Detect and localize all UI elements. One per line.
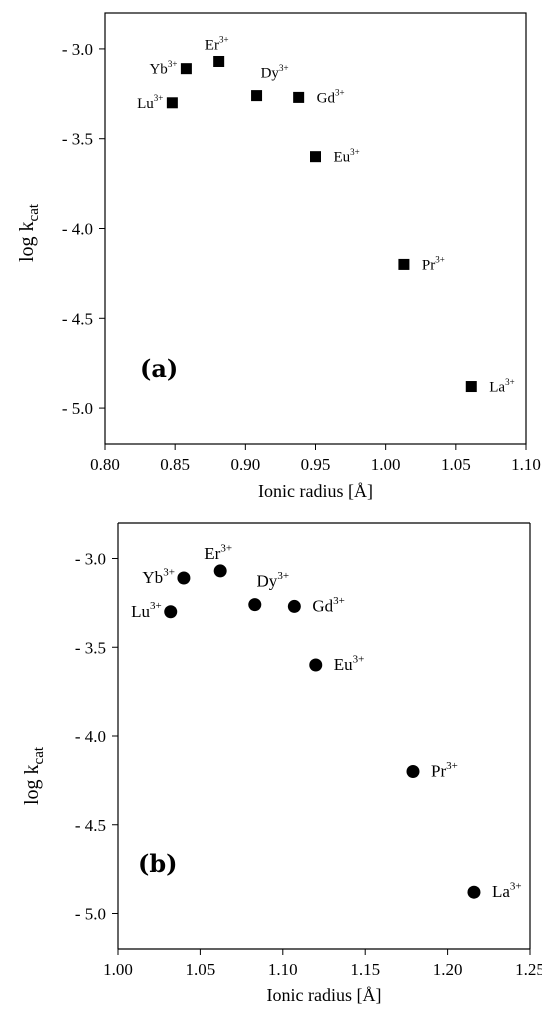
panel-label-a: (a)	[140, 354, 178, 383]
y-tick-label: - 5.0	[75, 905, 106, 924]
y-tick-label: - 4.0	[75, 727, 106, 746]
point-label-eu: Eu3+	[334, 147, 360, 166]
point-label-la: La3+	[489, 377, 514, 396]
point-label-er: Er3+	[205, 35, 229, 54]
data-point-eu	[310, 151, 321, 163]
chart-panel-a: 0.80 0.85 0.90 0.95 1.00 1.05 1.10 - 3.0 - 3.5 - …	[16, 12, 541, 501]
x-axis-title: Ionic radius [Å]	[267, 985, 382, 1005]
x-tick-label: 0.95	[301, 455, 331, 474]
x-tick-label: 1.10	[268, 960, 298, 979]
y-tick-label: - 3.5	[62, 130, 93, 149]
data-point-gd	[287, 599, 301, 613]
x-tick-label: 1.00	[371, 455, 401, 474]
point-label-gd: Gd3+	[317, 88, 345, 107]
data-point-pr	[398, 258, 410, 270]
point-label-er: Er3+	[204, 542, 232, 563]
panel-label-b: (b)	[138, 849, 178, 878]
x-tick-label: 1.05	[186, 960, 216, 979]
y-tick-label: - 5.0	[62, 399, 93, 418]
x-tick-label: 1.00	[103, 960, 133, 979]
x-tick-label: 1.25	[515, 960, 542, 979]
data-point-pr	[406, 765, 420, 778]
x-tick-label: 1.10	[511, 455, 541, 474]
data-point-dy	[248, 598, 262, 612]
y-tick-label: - 3.0	[62, 40, 93, 59]
point-label-pr: Pr3+	[431, 760, 458, 781]
data-point-la	[467, 885, 481, 899]
y-tick-label: - 3.5	[75, 638, 106, 657]
y-tick-label: - 4.0	[62, 220, 93, 239]
data-point-la	[465, 381, 477, 393]
y-axis-title-main: log k	[21, 764, 43, 805]
point-label-pr: Pr3+	[422, 255, 445, 274]
x-tick-label: 0.85	[160, 455, 190, 474]
data-point-lu	[166, 97, 178, 109]
data-point-dy	[251, 90, 263, 102]
point-label-dy: Dy3+	[257, 570, 290, 591]
x-tick-label: 0.90	[230, 455, 260, 474]
point-label-la: La3+	[492, 881, 522, 902]
data-point-yb	[177, 571, 191, 585]
point-label-yb: Yb3+	[149, 59, 177, 78]
x-tick-label: 1.05	[441, 455, 471, 474]
point-label-lu: Lu3+	[131, 600, 162, 621]
x-tick-label: 1.15	[350, 960, 380, 979]
point-label-gd: Gd3+	[312, 595, 345, 616]
y-axis-title-sub: cat	[26, 203, 42, 221]
data-point-er	[213, 55, 225, 67]
data-point-gd	[293, 91, 305, 103]
x-tick-label: 0.80	[90, 455, 120, 474]
y-tick-label: - 4.5	[75, 816, 106, 835]
data-point-er	[213, 564, 227, 578]
y-axis-title-main: log k	[16, 221, 38, 262]
x-axis-title: Ionic radius [Å]	[258, 481, 373, 501]
y-tick-label: - 3.0	[75, 550, 106, 569]
chart-panel-b: 1.00 1.05 1.10 1.15 1.20 1.25 - 3.0 - 3.5 - 4.0 -…	[21, 522, 542, 1005]
y-tick-label: - 4.5	[62, 309, 93, 328]
x-tick-label: 1.20	[433, 960, 463, 979]
y-axis-title-sub: cat	[31, 746, 47, 764]
point-label-lu: Lu3+	[137, 93, 163, 112]
point-label-eu: Eu3+	[334, 653, 365, 674]
y-axis-title: log kcat	[21, 746, 47, 805]
data-point-eu	[309, 658, 323, 672]
point-label-yb: Yb3+	[142, 566, 175, 587]
y-axis-title: log kcat	[16, 203, 42, 262]
point-label-dy: Dy3+	[261, 63, 289, 82]
data-point-yb	[180, 63, 192, 75]
data-point-lu	[164, 605, 178, 619]
